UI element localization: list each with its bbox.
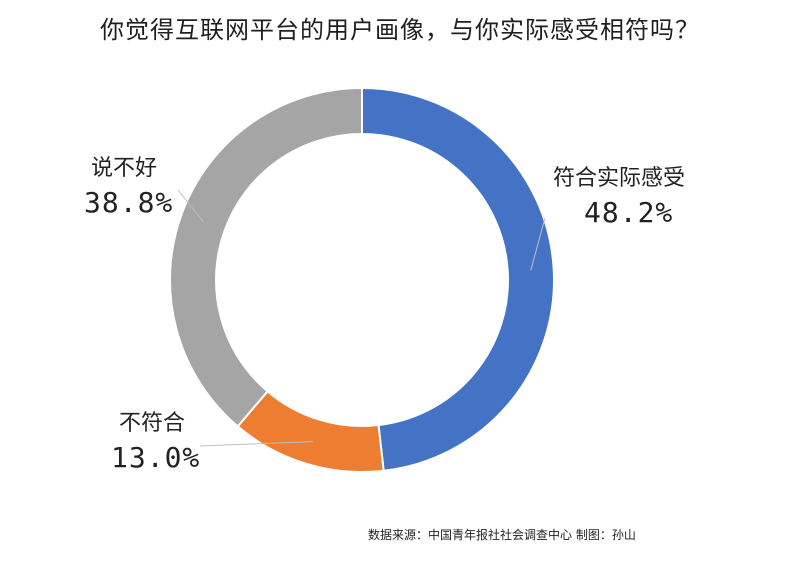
slice-unsure <box>169 86 363 428</box>
leader-line-fit <box>530 217 546 271</box>
leader-line-notfit <box>199 441 313 447</box>
leader-lines <box>177 189 546 447</box>
source-note: 数据来源：中国青年报社社会调查中心 制图：孙山 <box>368 528 636 542</box>
slice-label-name-fit: 符合实际感受 <box>553 166 686 191</box>
slice-label-value-notfit: 13.0% <box>111 441 201 474</box>
chart-title: 你觉得互联网平台的用户画像，与你实际感受相符吗？ <box>100 16 700 44</box>
donut-slices <box>169 86 555 473</box>
slice-notfit <box>236 389 385 473</box>
slice-label-name-unsure: 说不好 <box>91 156 158 181</box>
slice-label-name-notfit: 不符合 <box>119 411 186 436</box>
slice-fit <box>361 86 555 472</box>
slice-label-value-unsure: 38.8% <box>84 186 174 219</box>
slice-label-value-fit: 48.2% <box>584 196 674 229</box>
leader-line-unsure <box>177 189 204 223</box>
